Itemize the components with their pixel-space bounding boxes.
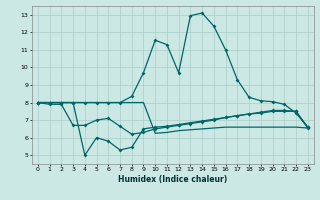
X-axis label: Humidex (Indice chaleur): Humidex (Indice chaleur)	[118, 175, 228, 184]
